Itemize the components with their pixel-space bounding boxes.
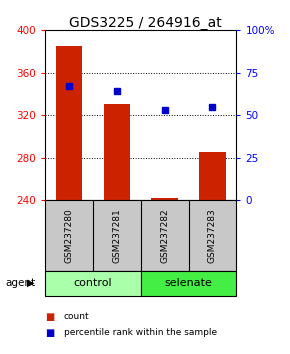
Text: GDS3225 / 264916_at: GDS3225 / 264916_at [69,16,221,30]
Text: GSM237283: GSM237283 [208,208,217,263]
Text: selenate: selenate [164,278,213,288]
Text: ■: ■ [45,312,54,322]
Text: GSM237281: GSM237281 [112,208,121,263]
Text: GSM237280: GSM237280 [64,208,73,263]
Text: percentile rank within the sample: percentile rank within the sample [64,328,217,337]
Text: GSM237282: GSM237282 [160,208,169,263]
Bar [56,46,82,200]
Bar [151,198,178,200]
Text: control: control [73,278,112,288]
Bar [104,104,130,200]
Text: ■: ■ [45,328,54,338]
Bar [199,152,226,200]
Text: count: count [64,312,89,321]
Text: ▶: ▶ [27,278,34,288]
FancyBboxPatch shape [45,200,236,271]
FancyBboxPatch shape [141,271,236,296]
FancyBboxPatch shape [45,271,141,296]
Text: agent: agent [6,278,36,288]
